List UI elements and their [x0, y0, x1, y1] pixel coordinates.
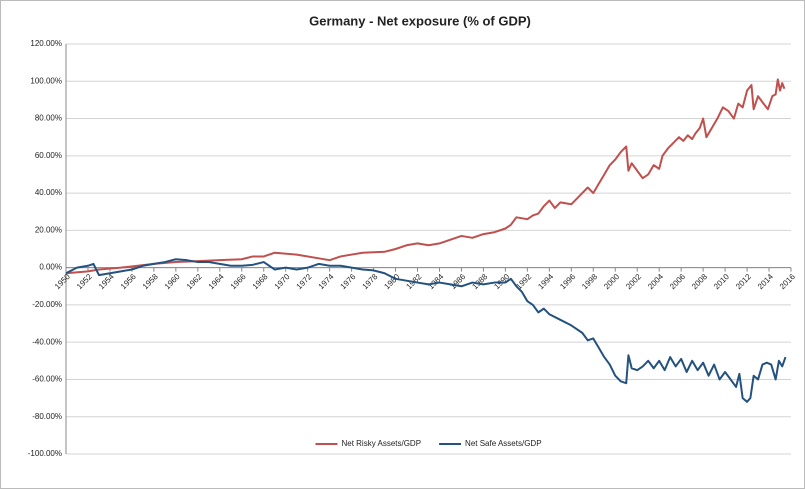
y-tick-label: 100.00%: [30, 76, 62, 85]
y-tick-label: 20.00%: [35, 225, 62, 234]
y-tick-label: -60.00%: [32, 375, 62, 384]
series-line: [65, 78, 786, 275]
y-tick-label: -40.00%: [32, 337, 62, 346]
y-tick-label: -20.00%: [32, 300, 62, 309]
legend-label: Net Risky Assets/GDP: [341, 439, 421, 448]
y-tick-label: 0.00%: [39, 263, 62, 272]
y-tick-label: -80.00%: [32, 412, 62, 421]
y-tick-label: 60.00%: [35, 151, 62, 160]
y-tick-label: 40.00%: [35, 188, 62, 197]
chart-title: Germany - Net exposure (% of GDP): [309, 13, 531, 28]
series-line: [65, 258, 787, 403]
y-tick-label: 120.00%: [30, 39, 62, 48]
legend-label: Net Safe Assets/GDP: [465, 439, 541, 448]
y-tick-label: -100.00%: [28, 449, 62, 458]
y-tick-label: 80.00%: [35, 114, 62, 123]
legend: Net Risky Assets/GDP Net Safe Assets/GDP: [315, 439, 542, 448]
